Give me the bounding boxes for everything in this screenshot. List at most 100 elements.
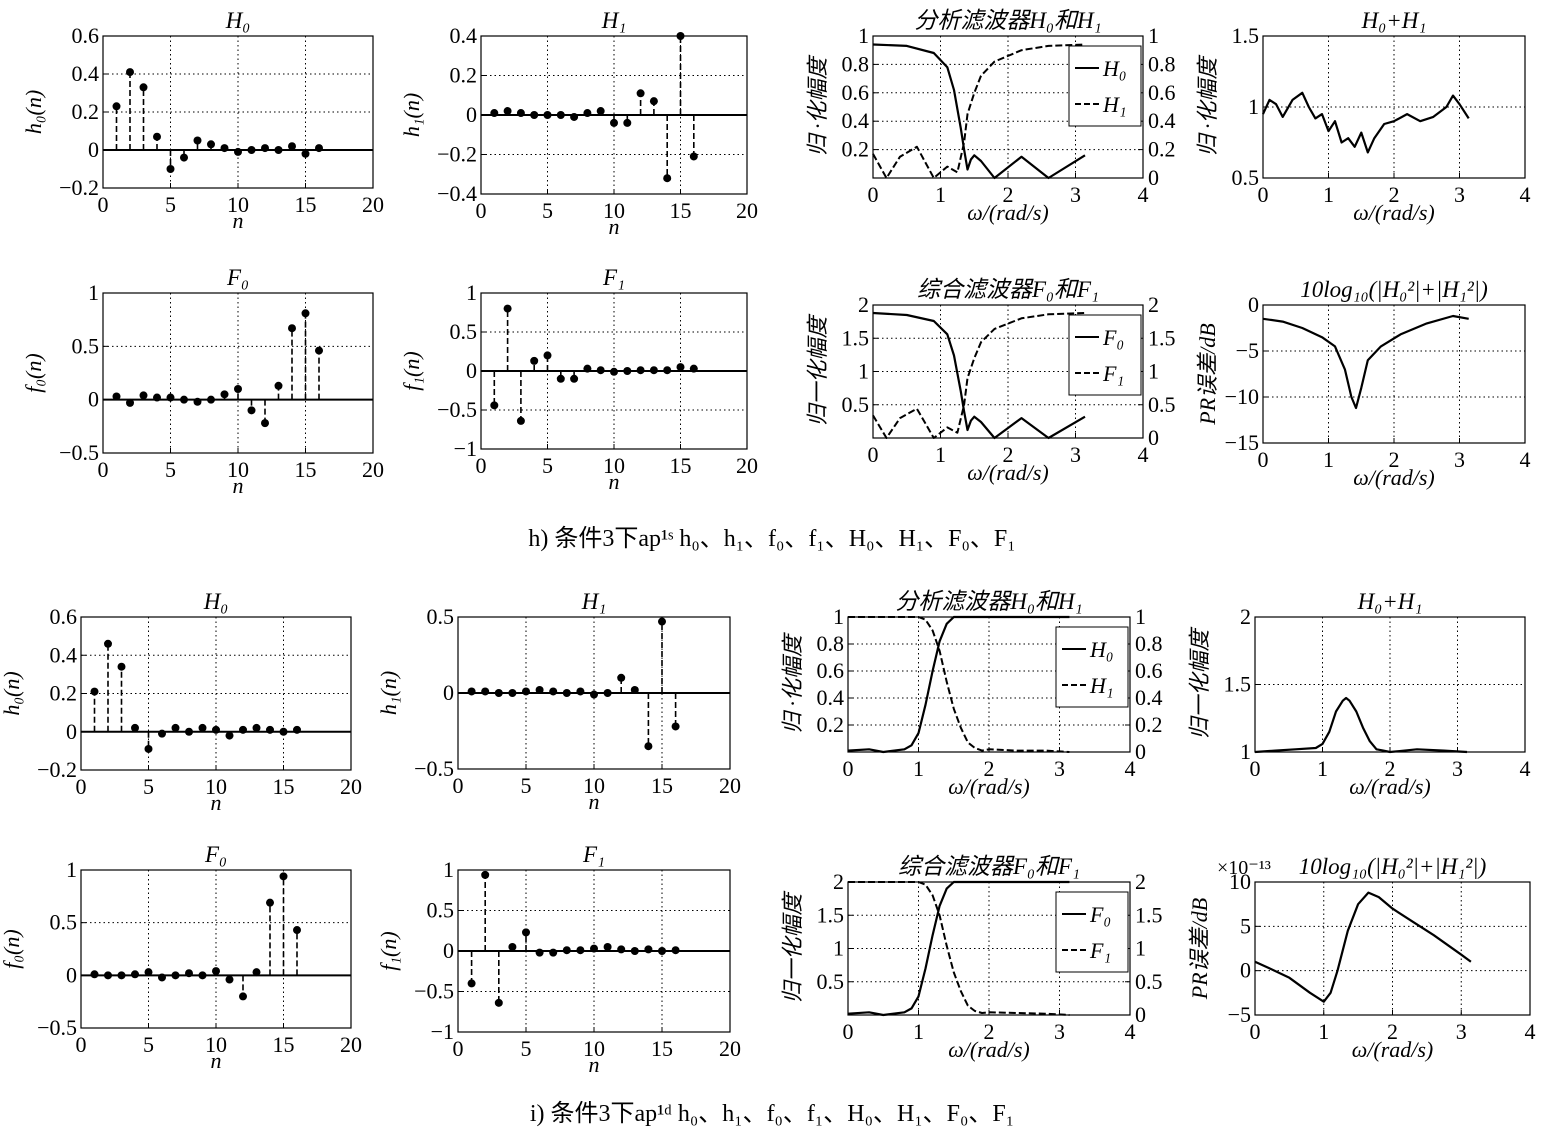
x-tick-label: 3 (1454, 182, 1465, 207)
x-tick-label: 3 (1452, 756, 1463, 781)
stem-marker (481, 687, 490, 696)
y2-tick-label: 1 (1148, 23, 1159, 48)
y-tick-label: 0.2 (842, 137, 870, 162)
stem-marker (530, 356, 539, 365)
y2-tick-label: 0.5 (1135, 969, 1163, 994)
stem-marker (252, 723, 261, 732)
x-tick-label: 0 (1250, 1019, 1261, 1044)
stem-marker (315, 346, 323, 355)
legend-label: H₁ (1102, 92, 1127, 117)
x-tick-label: 20 (340, 774, 362, 799)
x-tick-label: 10 (583, 1036, 605, 1061)
stem-marker (494, 998, 503, 1007)
y2-tick-label: 1 (1135, 604, 1146, 629)
y-tick-label: −1 (431, 1019, 454, 1044)
stem-marker (293, 926, 301, 935)
y-axis-label: 归 ·化幅度 (805, 55, 830, 157)
stem-marker (166, 393, 175, 402)
x-tick-label: 1 (935, 442, 946, 467)
y-tick-label: 1 (833, 936, 844, 961)
x-tick-label: 15 (295, 192, 317, 217)
stem-marker (503, 107, 512, 116)
x-tick-label: 20 (736, 198, 758, 223)
y-tick-label: 0.6 (842, 80, 870, 105)
stem-marker (225, 975, 234, 984)
x-tick-label: 1 (1323, 447, 1334, 472)
stem-marker (467, 687, 476, 696)
y-tick-label: 0 (88, 137, 99, 162)
axes-frame (80, 616, 352, 771)
y-axis-label: 归一化幅度 (1187, 627, 1212, 740)
stem-marker (467, 979, 476, 988)
stem-marker (503, 304, 512, 313)
y-tick-label: 0.5 (50, 910, 78, 935)
y2-tick-label: 0.6 (1148, 80, 1176, 105)
y-axis-label: h₀(n) (0, 671, 24, 715)
y-tick-label: 1 (466, 280, 477, 305)
legend-box (1055, 626, 1129, 708)
y-tick-label: 0.5 (817, 969, 845, 994)
y-tick-label: 0 (443, 938, 454, 963)
stem-marker (617, 673, 626, 682)
stem-marker (279, 727, 288, 736)
stem-marker (126, 68, 134, 77)
chart-title: H₁ (581, 589, 607, 614)
y-tick-label: 0.5 (450, 319, 478, 344)
stem-marker (630, 947, 639, 955)
y-tick-label: 0 (443, 680, 454, 705)
y-axis-label: h₀(n) (21, 90, 46, 134)
stem-marker (649, 366, 658, 375)
y-tick-label: 0.8 (842, 51, 870, 76)
stem-marker (508, 942, 517, 951)
x-tick-label: 0 (76, 1032, 87, 1057)
stem-marker (212, 725, 220, 734)
axes-frame (457, 869, 731, 1033)
stem-marker (225, 731, 234, 740)
y2-tick-label: 2 (1135, 869, 1146, 894)
x-tick-label: 2 (1003, 182, 1014, 207)
stem-marker (590, 690, 598, 699)
stem-marker (644, 742, 653, 751)
stem-marker (481, 870, 490, 879)
stem-marker (570, 374, 579, 383)
y-tick-label: 0 (466, 358, 477, 383)
caption-h: h) 条件3下ap¹ˢ h₀、h₁、f₀、f₁、H₀、H₁、F₀、F₁ (528, 526, 1016, 552)
legend-box (1055, 891, 1129, 973)
x-tick-label: 20 (719, 773, 741, 798)
y-tick-label: 1 (1240, 739, 1251, 764)
chart-title: 10log₁₀(|H₀²|+|H₁²|) (1300, 277, 1488, 302)
x-tick-label: 15 (273, 774, 295, 799)
chart-h_f1: 0 5 10 15 20 −1 −0.5 0 0.5 1 F₁ n f₁(n) (399, 265, 758, 494)
x-tick-label: 3 (1054, 1019, 1065, 1044)
stem-marker (207, 140, 215, 149)
stem-marker (583, 109, 592, 118)
x-tick-label: 2 (984, 756, 995, 781)
chart-title: 综合滤波器F₀和F₁ (917, 277, 1099, 302)
stem-marker (266, 898, 274, 907)
y2-tick-label: 0.8 (1148, 51, 1176, 76)
stem-marker (535, 685, 544, 694)
x-tick-label: 10 (227, 192, 249, 217)
axes-frame (480, 35, 748, 195)
x-tick-label: 5 (521, 1036, 532, 1061)
x-tick-label: 0 (843, 1019, 854, 1044)
x-tick-label: 10 (227, 457, 249, 482)
chart-h_h1: 0 5 10 15 20 −0.4 −0.2 0 0.2 0.4 H₁ n h₁(n) (399, 8, 758, 239)
axes-frame (480, 292, 748, 450)
stem-marker (516, 416, 525, 425)
x-axis-label: ω/(rad/s) (1353, 465, 1435, 490)
stem-marker (274, 146, 283, 154)
stem-marker (623, 367, 632, 375)
x-tick-label: 15 (670, 198, 692, 223)
stem-marker (603, 942, 612, 951)
stem-marker (676, 363, 685, 372)
stem-marker (315, 144, 323, 153)
chart-title: F₀ (204, 842, 227, 867)
stem-marker (171, 971, 180, 980)
x-tick-label: 5 (165, 192, 176, 217)
y-tick-label: 2 (833, 869, 844, 894)
stem-marker (494, 689, 503, 697)
